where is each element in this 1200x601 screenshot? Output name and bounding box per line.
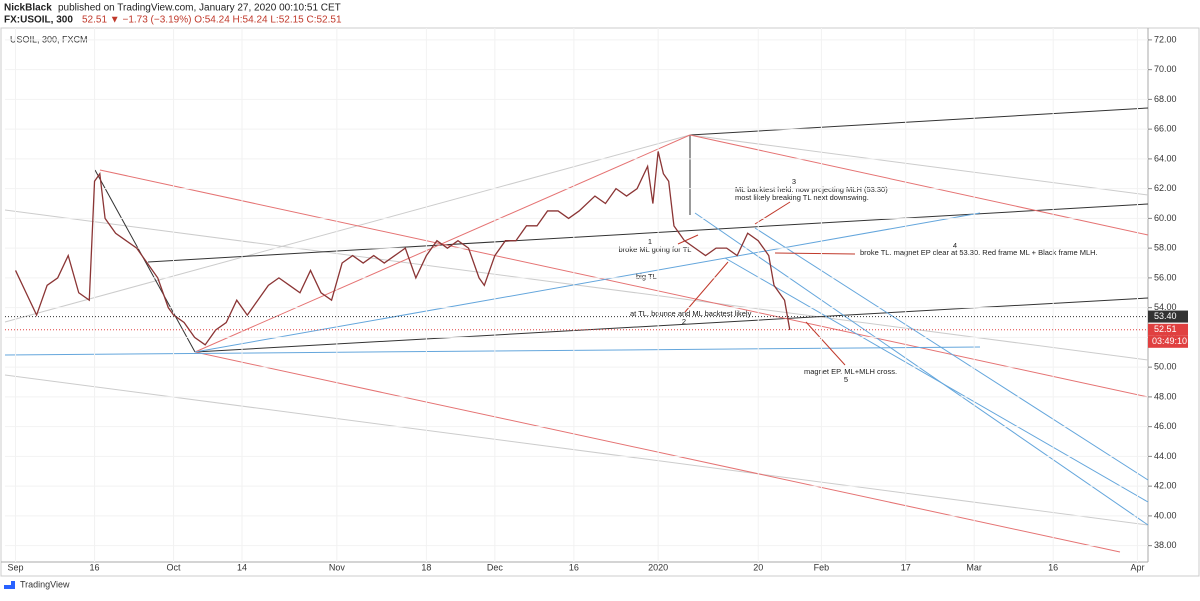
x-tick-label: Oct <box>167 562 182 572</box>
logo <box>4 581 15 589</box>
annotation: big TL <box>636 272 657 281</box>
annotation: ML backtest held. now projecting MLH (53… <box>735 185 888 194</box>
annotation: at TL. bounce and ML backtest likely <box>630 309 752 318</box>
annotation: magnet EP. ML+MLH cross. <box>804 367 897 376</box>
symbol: FX:USOIL, 300 <box>4 15 73 26</box>
annotation: 3 <box>792 177 796 186</box>
x-tick-label: 17 <box>901 562 911 572</box>
arrow <box>684 261 729 313</box>
trend-line <box>689 134 1149 196</box>
trend-line <box>4 209 1149 361</box>
x-tick-label: 14 <box>237 562 247 572</box>
author: NickBlack <box>4 3 52 14</box>
y-tick-label: 46.00 <box>1154 421 1177 431</box>
price-tag-label: 53.40 <box>1154 311 1177 321</box>
chart-title: USOIL, 300, FXCM <box>10 34 88 44</box>
x-tick-label: Feb <box>814 562 830 572</box>
y-tick-label: 42.00 <box>1154 481 1177 491</box>
brand: TradingView <box>20 579 70 589</box>
y-tick-label: 44.00 <box>1154 451 1177 461</box>
price-tag <box>1148 310 1188 323</box>
annotation: 2 <box>682 317 686 326</box>
x-tick-label: Apr <box>1130 562 1144 572</box>
x-tick-label: 20 <box>753 562 763 572</box>
y-tick-label: 54.00 <box>1154 302 1177 312</box>
trend-line <box>689 107 1149 136</box>
trend-line <box>4 374 1149 526</box>
x-tick-label: 16 <box>1048 562 1058 572</box>
frame <box>0 27 1200 577</box>
x-tick-label: Nov <box>329 562 346 572</box>
trend-line <box>754 227 1149 481</box>
x-tick-label: 2020 <box>648 562 668 572</box>
price-tag-label: 52.51 <box>1154 324 1177 334</box>
countdown-tag <box>1148 335 1188 348</box>
y-tick-label: 62.00 <box>1154 183 1177 193</box>
y-tick-label: 40.00 <box>1154 510 1177 520</box>
x-tick-label: 16 <box>90 562 100 572</box>
arrow <box>774 252 856 255</box>
countdown: 03:49:10 <box>1152 336 1187 346</box>
trend-line <box>4 134 691 323</box>
y-tick-label: 38.00 <box>1154 540 1177 550</box>
annotation: most likely breaking TL next downswing. <box>735 193 869 202</box>
trend-line <box>724 257 1149 503</box>
published: published on TradingView.com, January 27… <box>58 3 341 14</box>
price-tag <box>1148 323 1188 336</box>
y-tick-label: 64.00 <box>1154 153 1177 163</box>
trend-line <box>194 297 1149 353</box>
price-line <box>14 151 791 346</box>
annotation: 5 <box>844 375 848 384</box>
x-tick-label: Dec <box>487 562 504 572</box>
drawings <box>4 107 1149 553</box>
y-tick-label: 48.00 <box>1154 391 1177 401</box>
y-tick-label: 50.00 <box>1154 362 1177 372</box>
annotation: broke TL. magnet EP clear at 53.30. Red … <box>860 248 1098 257</box>
arrow <box>805 321 846 366</box>
y-tick-label: 60.00 <box>1154 213 1177 223</box>
y-tick-label: 56.00 <box>1154 272 1177 282</box>
annotation: 1 <box>648 237 652 246</box>
annotation: 4 <box>953 241 957 250</box>
x-tick-label: 16 <box>569 562 579 572</box>
trend-line <box>194 351 1121 553</box>
annotation: broke ML going for TL <box>619 245 692 254</box>
x-tick-label: Mar <box>966 562 982 572</box>
trend-line <box>4 346 981 356</box>
arrow <box>754 201 791 225</box>
arrow <box>677 234 699 245</box>
y-tick-label: 66.00 <box>1154 124 1177 134</box>
y-tick-label: 58.00 <box>1154 243 1177 253</box>
trend-line <box>194 212 981 353</box>
y-tick-label: 70.00 <box>1154 64 1177 74</box>
quote: 52.51 ▼ −1.73 (−3.19%) O:54.24 H:54.24 L… <box>82 15 342 26</box>
x-tick-label: Sep <box>8 562 24 572</box>
trend-line <box>147 203 1149 263</box>
y-tick-label: 68.00 <box>1154 94 1177 104</box>
y-tick-label: 72.00 <box>1154 34 1177 44</box>
trend-line <box>194 134 691 353</box>
trend-line <box>99 169 1149 398</box>
x-tick-label: 18 <box>421 562 431 572</box>
